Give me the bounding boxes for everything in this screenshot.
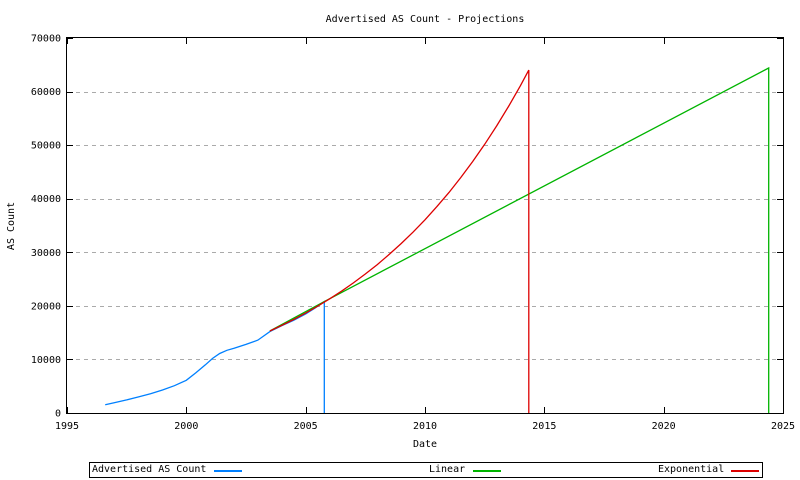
series-layer: [105, 66, 770, 413]
legend-line-sample-linear: [473, 470, 501, 472]
y-tick-label: 70000: [31, 34, 61, 45]
series-exponential: [269, 69, 530, 413]
x-axis-label: Date: [413, 439, 437, 450]
x-tick-label: 2010: [413, 421, 437, 432]
y-tick-label: 20000: [31, 301, 61, 312]
series-advertised-as-count: [105, 300, 325, 413]
x-tick-label: 2000: [174, 421, 198, 432]
y-tick-label: 40000: [31, 194, 61, 205]
legend-line-sample-exponential: [731, 470, 759, 472]
x-tick-label: 2005: [294, 421, 318, 432]
tick-label-layer: 1995 2000 2005 2010 2015 2020 2025 0 10000 20000 3…: [31, 34, 795, 433]
chart-title: Advertised AS Count - Projections: [326, 14, 525, 25]
legend-label-exponential: Exponential: [658, 464, 725, 475]
legend-label-linear: Linear: [429, 464, 466, 475]
legend-label-advertised-as-count: Advertised AS Count: [92, 464, 207, 475]
x-tick-label: 2015: [532, 421, 556, 432]
tick-layer: [67, 38, 784, 414]
legend-line-sample-advertised-as-count: [214, 470, 242, 472]
y-tick-label: 50000: [31, 141, 61, 152]
y-tick-label: 0: [55, 409, 61, 420]
y-axis-label: AS Count: [6, 202, 17, 250]
series-linear: [269, 66, 770, 413]
y-tick-label: 60000: [31, 87, 61, 98]
x-tick-label: 2025: [771, 421, 795, 432]
y-tick-label: 30000: [31, 248, 61, 259]
x-tick-label: 2020: [652, 421, 676, 432]
grid-layer: [68, 92, 782, 360]
legend-box: Advertised AS Count Linear Exponential: [89, 462, 763, 478]
y-tick-label: 10000: [31, 355, 61, 366]
x-tick-label: 1995: [55, 421, 79, 432]
plot-border: [66, 37, 784, 414]
